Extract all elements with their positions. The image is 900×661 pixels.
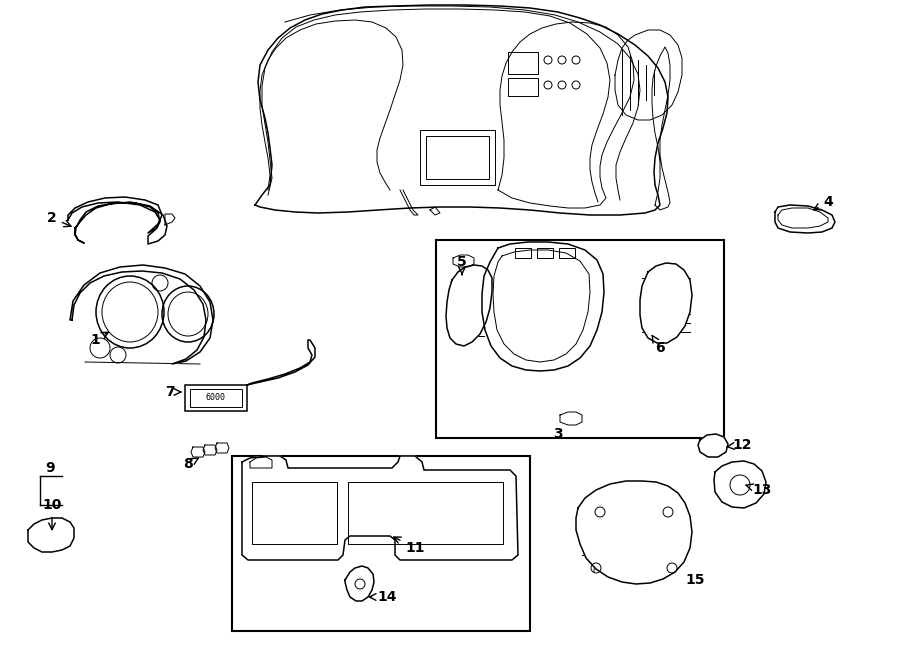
Polygon shape bbox=[28, 518, 74, 552]
Bar bbox=[508, 52, 538, 74]
Polygon shape bbox=[714, 461, 766, 508]
Bar bbox=[185, 385, 247, 411]
Text: 11: 11 bbox=[394, 537, 425, 555]
Bar bbox=[190, 389, 242, 407]
Polygon shape bbox=[775, 205, 835, 233]
Text: 8: 8 bbox=[183, 457, 199, 471]
Text: 6: 6 bbox=[652, 335, 665, 355]
Text: 3: 3 bbox=[554, 427, 562, 441]
Bar bbox=[348, 482, 503, 544]
Polygon shape bbox=[640, 263, 692, 343]
Bar bbox=[515, 248, 531, 258]
Bar bbox=[426, 136, 489, 179]
Text: 14: 14 bbox=[369, 590, 397, 604]
Text: 10: 10 bbox=[42, 498, 62, 529]
Text: 12: 12 bbox=[726, 438, 752, 452]
Text: 15: 15 bbox=[685, 573, 705, 587]
Bar bbox=[232, 456, 530, 631]
Text: 2: 2 bbox=[47, 211, 71, 227]
Bar bbox=[252, 482, 337, 544]
Polygon shape bbox=[247, 340, 315, 385]
Text: 7: 7 bbox=[166, 385, 181, 399]
Text: 5: 5 bbox=[457, 255, 467, 274]
Polygon shape bbox=[255, 5, 668, 215]
Polygon shape bbox=[446, 265, 492, 346]
Bar bbox=[420, 130, 495, 185]
Bar bbox=[508, 78, 538, 96]
Text: 6000: 6000 bbox=[206, 393, 226, 403]
Polygon shape bbox=[70, 265, 213, 364]
Text: 9: 9 bbox=[45, 461, 55, 475]
Polygon shape bbox=[242, 456, 518, 560]
Text: 4: 4 bbox=[814, 195, 832, 210]
Bar bbox=[436, 240, 724, 438]
Polygon shape bbox=[698, 434, 728, 457]
Bar bbox=[559, 248, 575, 258]
Text: 13: 13 bbox=[746, 483, 771, 497]
Polygon shape bbox=[482, 242, 604, 371]
Text: 1: 1 bbox=[90, 332, 108, 347]
Polygon shape bbox=[75, 202, 167, 244]
Polygon shape bbox=[576, 481, 692, 584]
Bar bbox=[537, 248, 553, 258]
Polygon shape bbox=[345, 566, 374, 601]
